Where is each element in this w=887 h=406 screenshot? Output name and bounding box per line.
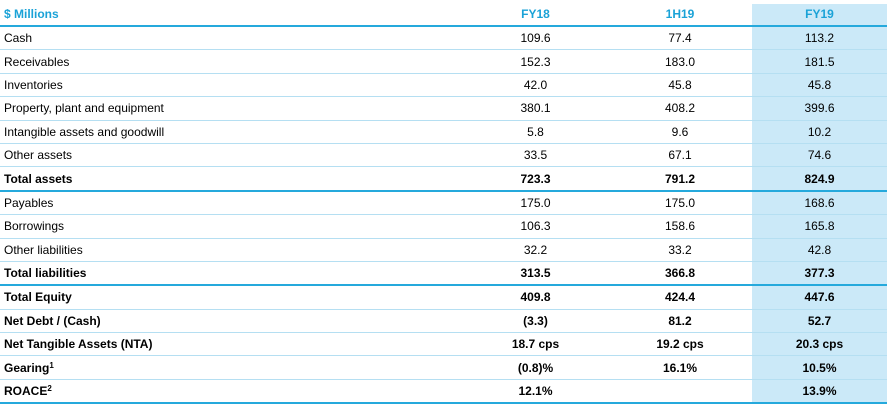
cell-1h19: 9.6 xyxy=(608,120,752,144)
cell-fy19: 52.7 xyxy=(752,309,887,334)
cell-fy19: 377.3 xyxy=(752,261,887,287)
cell-1h19: 158.6 xyxy=(608,214,752,239)
footnote-marker: 1 xyxy=(49,360,54,370)
cell-fy19: 20.3 cps xyxy=(752,332,887,357)
table-row: Property, plant and equipment 380.1 408.… xyxy=(0,96,887,121)
cell-fy18: 380.1 xyxy=(463,96,608,121)
table-row: Borrowings 106.3 158.6 165.8 xyxy=(0,214,887,239)
row-label: Net Debt / (Cash) xyxy=(0,309,463,334)
cell-1h19: 33.2 xyxy=(608,238,752,262)
row-label: Inventories xyxy=(0,73,463,98)
cell-fy18: 313.5 xyxy=(463,261,608,287)
row-label: Intangible assets and goodwill xyxy=(0,120,463,144)
cell-1h19: 67.1 xyxy=(608,143,752,168)
total-row: Total liabilities 313.5 366.8 377.3 xyxy=(0,261,887,287)
cell-fy19: 42.8 xyxy=(752,238,887,262)
cell-fy19: 824.9 xyxy=(752,166,887,192)
total-row: Total assets 723.3 791.2 824.9 xyxy=(0,166,887,192)
cell-1h19: 16.1% xyxy=(608,355,752,380)
summary-row: Gearing1 (0.8)% 16.1% 10.5% xyxy=(0,355,887,380)
row-label: Net Tangible Assets (NTA) xyxy=(0,332,463,357)
cell-fy18: 42.0 xyxy=(463,73,608,98)
cell-fy19: 45.8 xyxy=(752,73,887,98)
cell-1h19: 19.2 cps xyxy=(608,332,752,357)
row-label-text: ROACE xyxy=(4,384,48,399)
cell-fy18: 723.3 xyxy=(463,166,608,192)
row-label: Total Equity xyxy=(0,285,463,310)
row-label: Payables xyxy=(0,190,463,216)
cell-1h19 xyxy=(608,379,752,405)
cell-fy18: (3.3) xyxy=(463,309,608,334)
cell-fy18: 175.0 xyxy=(463,190,608,216)
cell-fy19: 10.5% xyxy=(752,355,887,380)
row-label: Gearing1 xyxy=(0,355,463,380)
table-row: Intangible assets and goodwill 5.8 9.6 1… xyxy=(0,120,887,144)
row-label: Total assets xyxy=(0,166,463,192)
row-label: Receivables xyxy=(0,49,463,74)
table-row: Inventories 42.0 45.8 45.8 xyxy=(0,73,887,98)
summary-row: Net Tangible Assets (NTA) 18.7 cps 19.2 … xyxy=(0,332,887,357)
cell-fy19: 113.2 xyxy=(752,26,887,51)
header-fy18: FY18 xyxy=(463,3,608,27)
cell-1h19: 81.2 xyxy=(608,309,752,334)
header-units: $ Millions xyxy=(0,3,463,27)
cell-fy18: 106.3 xyxy=(463,214,608,239)
table-row: Receivables 152.3 183.0 181.5 xyxy=(0,49,887,74)
table-row: Payables 175.0 175.0 168.6 xyxy=(0,190,887,216)
cell-fy18: 18.7 cps xyxy=(463,332,608,357)
cell-1h19: 183.0 xyxy=(608,49,752,74)
cell-fy18: 152.3 xyxy=(463,49,608,74)
cell-1h19: 791.2 xyxy=(608,166,752,192)
row-label: Property, plant and equipment xyxy=(0,96,463,121)
row-label: Other assets xyxy=(0,143,463,168)
table-row: Other assets 33.5 67.1 74.6 xyxy=(0,143,887,168)
cell-fy19: 74.6 xyxy=(752,143,887,168)
cell-fy19: 13.9% xyxy=(752,379,887,405)
cell-1h19: 366.8 xyxy=(608,261,752,287)
cell-fy18: 33.5 xyxy=(463,143,608,168)
cell-1h19: 408.2 xyxy=(608,96,752,121)
cell-fy18: 109.6 xyxy=(463,26,608,51)
balance-sheet-table: $ Millions FY18 1H19 FY19 Cash 109.6 77.… xyxy=(0,3,887,405)
row-label: Borrowings xyxy=(0,214,463,239)
cell-fy19: 10.2 xyxy=(752,120,887,144)
table-row: Other liabilities 32.2 33.2 42.8 xyxy=(0,238,887,262)
row-label: Cash xyxy=(0,26,463,51)
cell-1h19: 175.0 xyxy=(608,190,752,216)
cell-fy18: 409.8 xyxy=(463,285,608,310)
summary-row: Total Equity 409.8 424.4 447.6 xyxy=(0,285,887,310)
footnote-marker: 2 xyxy=(47,384,52,394)
table-row: Cash 109.6 77.4 113.2 xyxy=(0,26,887,51)
cell-fy19: 168.6 xyxy=(752,190,887,216)
cell-1h19: 45.8 xyxy=(608,73,752,98)
cell-1h19: 77.4 xyxy=(608,26,752,51)
cell-fy19: 165.8 xyxy=(752,214,887,239)
summary-row: ROACE2 12.1% 13.9% xyxy=(0,379,887,405)
row-label: Other liabilities xyxy=(0,238,463,262)
cell-1h19: 424.4 xyxy=(608,285,752,310)
row-label: ROACE2 xyxy=(0,379,463,405)
row-label: Total liabilities xyxy=(0,261,463,287)
cell-fy19: 399.6 xyxy=(752,96,887,121)
cell-fy18: 12.1% xyxy=(463,379,608,405)
cell-fy18: (0.8)% xyxy=(463,355,608,380)
summary-row: Net Debt / (Cash) (3.3) 81.2 52.7 xyxy=(0,309,887,334)
cell-fy18: 32.2 xyxy=(463,238,608,262)
header-row: $ Millions FY18 1H19 FY19 xyxy=(0,3,887,27)
cell-fy18: 5.8 xyxy=(463,120,608,144)
header-fy19: FY19 xyxy=(752,3,887,27)
cell-fy19: 447.6 xyxy=(752,285,887,310)
row-label-text: Gearing xyxy=(4,360,50,375)
header-1h19: 1H19 xyxy=(608,3,752,27)
cell-fy19: 181.5 xyxy=(752,49,887,74)
